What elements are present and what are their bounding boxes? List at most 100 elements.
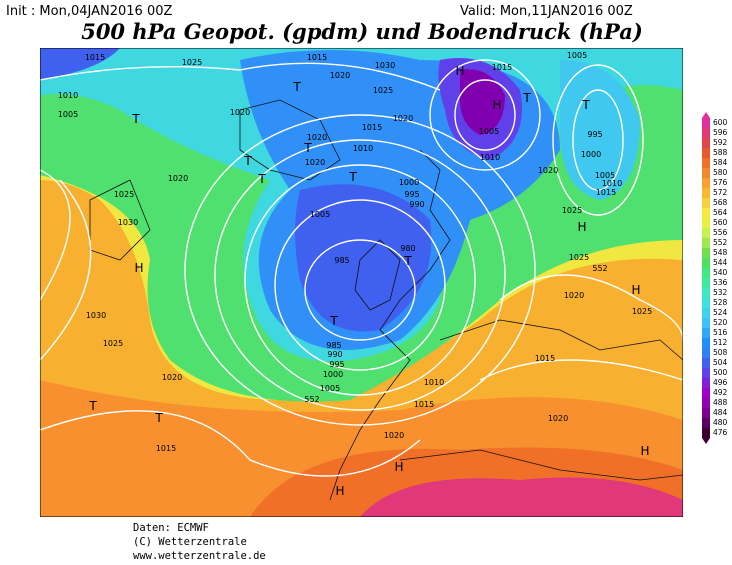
isobar-label: 1020 (307, 133, 327, 142)
isobar-label: 1025 (632, 307, 652, 316)
colorbar-swatch (702, 198, 710, 208)
pressure-center: H (640, 444, 649, 458)
colorbar-label: 520 (713, 318, 728, 327)
isobar-label: 1005 (320, 384, 340, 393)
isobar-label: 1005 (58, 110, 78, 119)
isobar-label: 1020 (230, 108, 250, 117)
colorbar: 4764804844884924965005045085125165205245… (702, 112, 728, 444)
colorbar-label: 552 (713, 238, 728, 247)
isobar-label: 1015 (492, 63, 512, 72)
colorbar-label: 560 (713, 218, 728, 227)
isobar-label: 1020 (538, 166, 558, 175)
colorbar-label: 556 (713, 228, 728, 237)
pressure-center: T (292, 80, 301, 94)
colorbar-label: 492 (713, 388, 728, 397)
isobar-label: 1025 (562, 206, 582, 215)
colorbar-label: 516 (713, 328, 728, 337)
colorbar-swatch (702, 318, 710, 328)
pressure-center: H (631, 283, 640, 297)
isobar-label: 1025 (569, 253, 589, 262)
colorbar-label: 584 (713, 158, 728, 167)
colorbar-label: 508 (713, 348, 728, 357)
isobar-label: 1010 (58, 91, 78, 100)
colorbar-label: 504 (713, 358, 728, 367)
pressure-center: H (577, 220, 586, 234)
colorbar-swatch (702, 228, 710, 238)
colorbar-swatch (702, 358, 710, 368)
colorbar-cap (702, 438, 710, 444)
isobar-label: 1000 (399, 178, 419, 187)
pressure-center: T (329, 314, 338, 328)
isobar-label: 990 (409, 200, 424, 209)
colorbar-swatch (702, 398, 710, 408)
pressure-center: T (303, 141, 312, 155)
isobar-label: 1005 (595, 171, 615, 180)
colorbar-label: 576 (713, 178, 728, 187)
isobar-label: 1015 (307, 53, 327, 62)
colorbar-swatch (702, 418, 710, 428)
pressure-center: T (403, 254, 412, 268)
isobar-label: 1015 (156, 444, 176, 453)
colorbar-swatch (702, 238, 710, 248)
isobar-label: 1010 (480, 153, 500, 162)
colorbar-label: 564 (713, 208, 728, 217)
isobar-label: 1015 (596, 188, 616, 197)
colorbar-swatch (702, 288, 710, 298)
isobar-label: 1020 (548, 414, 568, 423)
isobar-label: 552 (304, 395, 319, 404)
colorbar-label: 592 (713, 138, 728, 147)
valid-time: Valid: Mon,11JAN2016 00Z (460, 4, 633, 19)
pressure-center: H (455, 64, 464, 78)
colorbar-label: 524 (713, 308, 728, 317)
isobar-label: 985 (326, 341, 341, 350)
footer-line: (C) Wetterzentrale (133, 536, 247, 548)
isobar-label: 1010 (353, 144, 373, 153)
pressure-center: T (154, 411, 163, 425)
isobar-label: 1000 (323, 370, 343, 379)
map-title: 500 hPa Geopot. (gpdm) und Bodendruck (h… (81, 19, 643, 44)
colorbar-swatch (702, 138, 710, 148)
colorbar-label: 500 (713, 368, 728, 377)
pressure-center: T (348, 170, 357, 184)
isobar-label: 1015 (535, 354, 555, 363)
colorbar-label: 476 (713, 428, 728, 437)
colorbar-label: 544 (713, 258, 728, 267)
isobar-label: 990 (327, 350, 342, 359)
isobar-label: 1010 (424, 378, 444, 387)
isobar-label: 1005 (310, 210, 330, 219)
colorbar-label: 512 (713, 338, 728, 347)
colorbar-swatch (702, 368, 710, 378)
isobar-label: 1005 (567, 51, 587, 60)
colorbar-swatch (702, 338, 710, 348)
pressure-center: T (581, 98, 590, 112)
colorbar-label: 480 (713, 418, 728, 427)
isobar-label: 1020 (564, 291, 584, 300)
isobar-label: 1020 (168, 174, 188, 183)
colorbar-label: 588 (713, 148, 728, 157)
isobar-label: 1005 (479, 127, 499, 136)
colorbar-label: 580 (713, 168, 728, 177)
isobar-label: 1025 (182, 58, 202, 67)
isobar-label: 1030 (375, 61, 395, 70)
isobar-label: 995 (404, 190, 419, 199)
colorbar-swatch (702, 248, 710, 258)
isobar-label: 1000 (581, 150, 601, 159)
colorbar-swatch (702, 408, 710, 418)
colorbar-swatch (702, 168, 710, 178)
pressure-center: T (88, 399, 97, 413)
colorbar-swatch (702, 208, 710, 218)
colorbar-label: 532 (713, 288, 728, 297)
isobar-label: 1015 (85, 53, 105, 62)
pressure-center: T (522, 91, 531, 105)
colorbar-swatch (702, 258, 710, 268)
isobar-label: 1015 (414, 400, 434, 409)
pressure-center: T (243, 154, 252, 168)
pressure-center: H (335, 484, 344, 498)
pressure-center: H (394, 460, 403, 474)
colorbar-swatch (702, 348, 710, 358)
isobar-label: 985 (334, 256, 349, 265)
isobar-label: 1030 (118, 218, 138, 227)
colorbar-swatch (702, 328, 710, 338)
isobar-label: 1020 (393, 114, 413, 123)
